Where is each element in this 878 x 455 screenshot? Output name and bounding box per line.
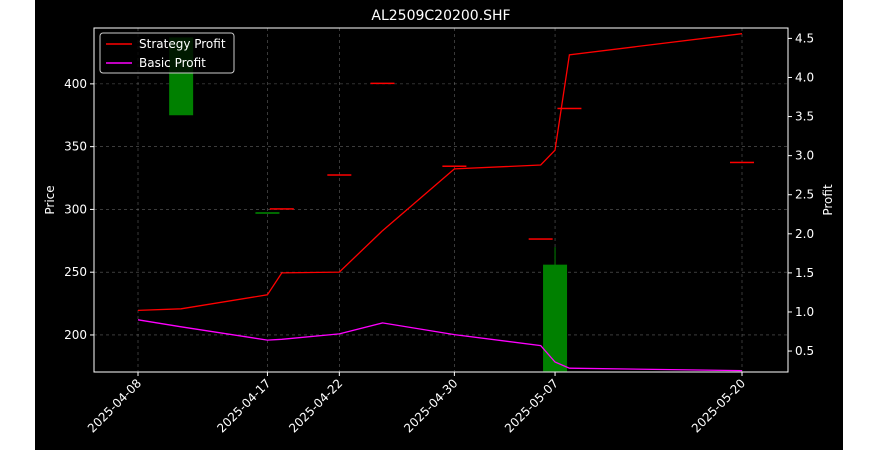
y2-axis-label: Profit <box>821 184 835 216</box>
y2-tick-label: 0.5 <box>795 344 814 358</box>
y2-tick-label: 4.0 <box>795 70 814 84</box>
basic-profit-line <box>137 319 743 372</box>
chart-title: AL2509C20200.SHF <box>371 8 510 24</box>
y-tick-label: 350 <box>64 140 87 154</box>
candle-body <box>442 165 467 167</box>
grid <box>94 28 788 372</box>
profit-lines <box>137 33 743 372</box>
y-tick-label: 300 <box>64 202 87 216</box>
y2-tick-label: 4.5 <box>795 31 814 45</box>
y2-tick-label: 3.0 <box>795 149 814 163</box>
y2-tick-label: 1.0 <box>795 305 814 319</box>
legend-label-basic: Basic Profit <box>139 56 206 70</box>
legend: Strategy Profit Basic Profit <box>99 32 235 74</box>
y-tick-label: 200 <box>64 328 87 342</box>
candle-body <box>557 107 582 110</box>
y2-tick-label: 3.5 <box>795 110 814 124</box>
candle-body <box>327 174 352 176</box>
candle-body <box>269 208 294 210</box>
y2-tick-label: 2.5 <box>795 188 814 202</box>
legend-box <box>99 32 235 74</box>
plot-frame <box>93 27 789 373</box>
y-tick-label: 250 <box>64 265 87 279</box>
candle-body <box>730 161 754 164</box>
strategy-profit-line <box>137 33 743 312</box>
y2-tick-label: 2.0 <box>795 227 814 241</box>
y2-tick-label: 1.5 <box>795 266 814 280</box>
y-tick-label: 400 <box>64 77 87 91</box>
candle-body <box>255 212 280 214</box>
candle-body <box>528 238 553 240</box>
y-axis-label: Price <box>43 185 57 214</box>
candle-body <box>543 264 568 372</box>
legend-label-strategy: Strategy Profit <box>139 37 226 51</box>
candle-body <box>370 82 395 85</box>
